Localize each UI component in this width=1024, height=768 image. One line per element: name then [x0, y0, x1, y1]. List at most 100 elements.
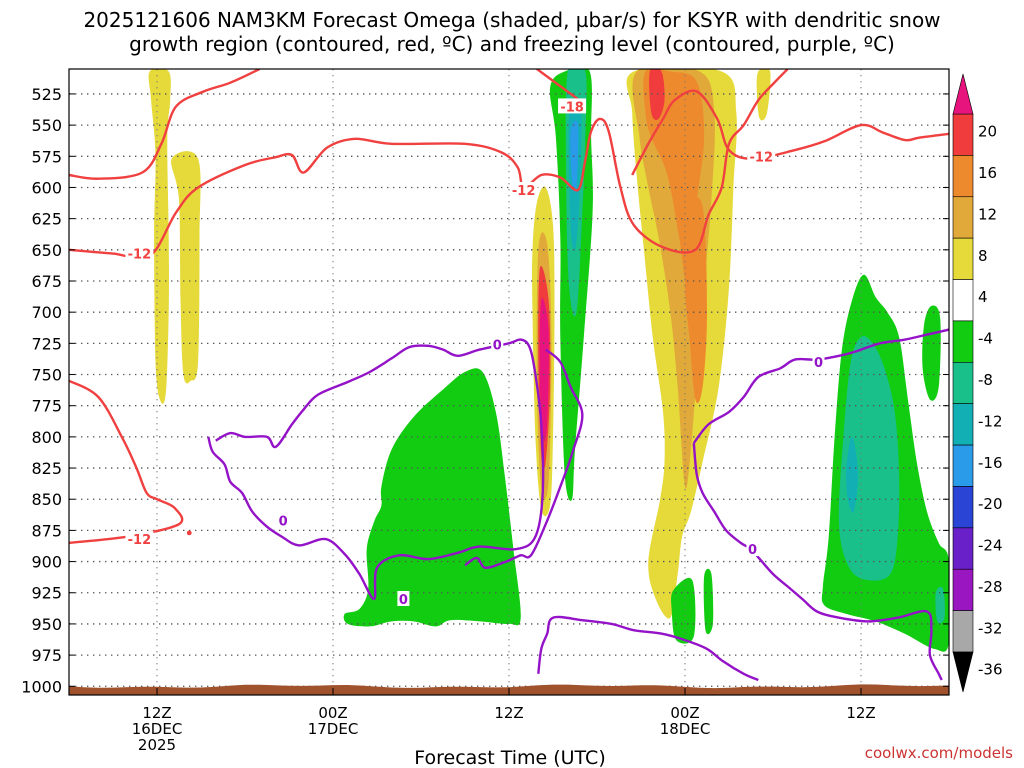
dgz-contour-dgz-upper: [69, 69, 261, 180]
y-tick-label-925: 925: [31, 584, 62, 603]
contour-label-dgz-4: -12: [128, 533, 152, 548]
chart-title-line1: 2025121606 NAM3KM Forecast Omega (shaded…: [83, 8, 940, 32]
credit-link[interactable]: coolwx.com/models: [865, 744, 1013, 762]
contour-label-dgz-1: -18: [560, 100, 584, 115]
freezing-level-contour-fzl-right: [692, 328, 949, 444]
colorbar-label-0: 20: [978, 123, 997, 141]
contour-labels-layer: -12 -18 -12 -12 -12 0 0 0 0 0: [125, 98, 825, 608]
colorbar-bottom-arrow: [952, 651, 974, 693]
omega-region-descent-hour59-seafoam: [935, 586, 946, 624]
x-tick-label-42-1: 18DEC: [660, 720, 711, 738]
colorbar-label-1: 16: [978, 164, 997, 182]
colorbar-band-9: [952, 486, 974, 529]
gridlines: [69, 69, 949, 695]
y-tick-label-750: 750: [31, 366, 62, 385]
omega-region-ascent-hour32-core: [539, 298, 549, 442]
x-tick-label-6-2: 2025: [138, 736, 176, 754]
y-tick-label-1000: 1000: [21, 677, 62, 696]
colorbar-band-7: [952, 403, 974, 446]
omega-region-ascent-hour39-red: [649, 69, 665, 120]
contour-label-bg-7: [397, 590, 410, 606]
freezing-level-contour-fzl-left: [207, 338, 545, 601]
colorbar-label-4: 4: [978, 288, 988, 306]
colorbar-label-5: -4: [978, 330, 993, 348]
omega-region-descent-hour41-44-blobs: [671, 577, 696, 644]
contour-label-bg-4: [125, 531, 154, 547]
colorbar-band-5: [952, 320, 974, 363]
contour-label-bg-1: [558, 98, 587, 114]
dgz-contour-dgz-mid-a: [69, 69, 789, 260]
omega-region-descent-hour53-57-seafoam: [838, 336, 900, 581]
colorbar-band-3: [952, 237, 974, 280]
contour-label-fzl-8: 0: [748, 543, 757, 558]
y-tick-label-850: 850: [31, 490, 62, 509]
y-tick-label-700: 700: [31, 303, 62, 322]
y-tick-label-625: 625: [31, 210, 62, 229]
contour-label-dgz-2: -12: [512, 184, 536, 199]
contour-label-bg-5: [491, 336, 504, 352]
contour-label-dgz-0: -12: [128, 248, 152, 263]
y-tick-label-775: 775: [31, 397, 62, 416]
omega-region-descent-hour59-green: [922, 305, 941, 401]
colorbar-band-2: [952, 196, 974, 239]
y-tick-label-800: 800: [31, 428, 62, 447]
contour-label-bg-8: [746, 541, 759, 557]
colorbar-label-3: 8: [978, 247, 988, 265]
y-tick-label-975: 975: [31, 646, 62, 665]
colorbar-label-8: -16: [978, 454, 1003, 472]
colorbar-label-6: -8: [978, 371, 993, 389]
x-tick-label-18-0: 00Z: [318, 704, 347, 722]
colorbar-label-7: -12: [978, 412, 1003, 430]
colorbar-band-11: [952, 568, 974, 611]
contour-label-bg-3: [747, 148, 776, 164]
contour-label-fzl-6: 0: [279, 514, 288, 529]
y-tick-label-875: 875: [31, 521, 62, 540]
omega-region-ascent-band-hour8: [171, 151, 201, 384]
y-axis: 525 550 575 600 625 650 675 700 725 750 775 800 825 8…: [21, 85, 949, 696]
colorbar-band-10: [952, 527, 974, 570]
freezing-level-contour-fzl-right-lower: [692, 442, 943, 681]
y-tick-label-550: 550: [31, 116, 62, 135]
dgz-point: [186, 530, 192, 536]
y-tick-label-600: 600: [31, 178, 62, 197]
contour-lines-layer: [69, 69, 949, 682]
colorbar-label-11: -28: [978, 578, 1003, 596]
omega-region-ascent-hour42-orange-lobe: [684, 197, 707, 404]
chart-title-line2: growth region (contoured, red, ºC) and f…: [129, 32, 895, 56]
colorbar-band-8: [952, 444, 974, 487]
y-tick-label-725: 725: [31, 334, 62, 353]
omega-region-descent-hour53-cyan: [846, 436, 859, 513]
contour-label-bg-0: [125, 245, 154, 261]
x-axis-label: Forecast Time (UTC): [414, 747, 605, 768]
colorbar-band-6: [952, 362, 974, 404]
contour-label-bg-9: [812, 354, 825, 370]
colorbar-label-9: -20: [978, 495, 1003, 513]
omega-region-descent-hour43-blob: [703, 568, 714, 635]
colorbar-band-1: [952, 155, 974, 198]
contour-label-fzl-9: 0: [814, 356, 823, 371]
colorbar-label-2: 12: [978, 205, 997, 223]
y-tick-label-675: 675: [31, 272, 62, 291]
y-tick-label-825: 825: [31, 459, 62, 478]
colorbar-band-12: [952, 610, 974, 653]
colorbar-label-10: -24: [978, 537, 1003, 555]
omega-region-ascent-band-hour7: [148, 69, 171, 404]
contour-label-bg-6: [277, 512, 290, 528]
contour-label-dgz-3: -12: [750, 150, 774, 165]
contour-label-fzl-7: 0: [399, 593, 408, 608]
y-tick-label-525: 525: [31, 85, 62, 104]
contour-label-fzl-5: 0: [493, 339, 502, 354]
freezing-level-contour-fzl-bottom: [537, 615, 759, 682]
x-tick-label-6-1: 16DEC: [132, 720, 183, 738]
y-tick-label-650: 650: [31, 241, 62, 260]
freezing-level-contour-fzl-center: [464, 348, 584, 570]
colorbar-label-12: -32: [978, 619, 1003, 637]
colorbar-top-arrow: [952, 73, 974, 115]
y-tick-label-575: 575: [31, 147, 62, 166]
dgz-contour-dgz-lower: [69, 379, 184, 545]
x-tick-label-42-0: 00Z: [670, 704, 699, 722]
y-tick-label-900: 900: [31, 553, 62, 572]
x-tick-label-18-1: 17DEC: [308, 720, 359, 738]
